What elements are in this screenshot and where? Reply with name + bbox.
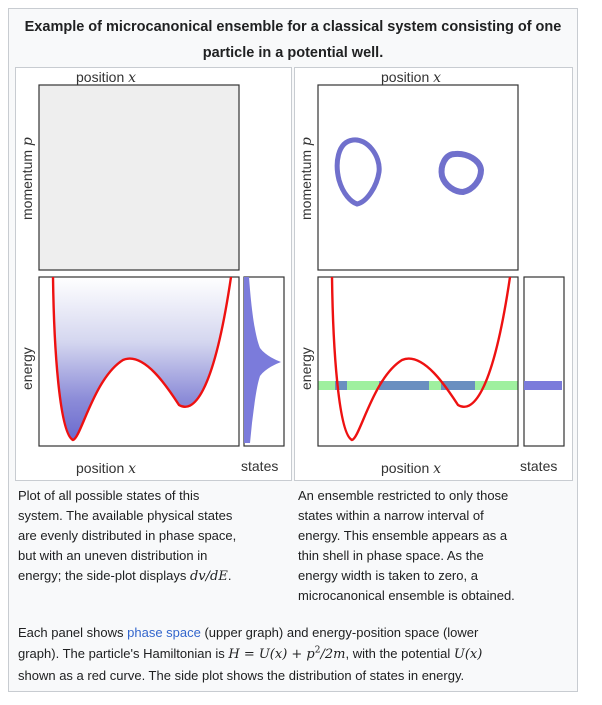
right-panel: position x momentum p energy position x … — [294, 67, 573, 481]
left-panel: position x momentum p energy position x … — [15, 67, 292, 481]
caption-left-line: Plot of all possible states of this — [18, 488, 200, 503]
caption-left-line: energy; the side-plot displays dv/dE. — [18, 568, 232, 584]
right-band-overlap-1 — [335, 381, 347, 390]
right-states-distribution — [524, 381, 562, 390]
dv-de-math: dv/dE — [189, 569, 228, 584]
right-band-overlap-2 — [379, 381, 429, 390]
footer-line-1: Each panel shows phase space (upper grap… — [18, 625, 479, 640]
figure-title: Example of microcanonical ensemble for a… — [24, 19, 562, 61]
left-states-label: states — [241, 458, 278, 474]
left-phase-space-plot — [38, 84, 240, 271]
right-phase-space-plot — [317, 84, 519, 271]
caption-left-line: system. The available physical states — [18, 508, 233, 523]
left-potential-curve — [51, 276, 233, 442]
caption-right-line: energy width is taken to zero, a — [298, 568, 478, 583]
caption-right-line: states within a narrow interval of — [298, 508, 484, 523]
left-panel-graphic: position x momentum p energy position x … — [19, 69, 285, 477]
right-top-xlabel: position x — [381, 69, 441, 86]
caption-right: An ensemble restricted to only those sta… — [298, 486, 573, 606]
right-potential-curve — [330, 276, 512, 442]
footer-line-2: graph). The particle's Hamiltonian is H … — [18, 645, 483, 662]
right-bottom-xlabel: position x — [381, 460, 441, 477]
right-energy-plot — [317, 276, 519, 447]
caption-left: Plot of all possible states of this syst… — [18, 486, 293, 587]
caption-right-line: microcanonical ensemble is obtained. — [298, 588, 515, 603]
caption-left-line: but with an uneven distribution in — [18, 548, 208, 563]
left-bottom-xlabel: position x — [76, 460, 136, 477]
right-states-plot — [523, 276, 565, 447]
left-states-distribution — [244, 277, 281, 443]
right-left-shell — [334, 137, 382, 207]
right-right-shell — [438, 150, 485, 196]
caption-left-line: are evenly distributed in phase space, — [18, 528, 237, 543]
footer-line-3: shown as a red curve. The side plot show… — [18, 668, 465, 683]
left-filled-states-region — [53, 277, 231, 440]
right-states-label: states — [520, 458, 557, 474]
right-energy-label: energy — [298, 347, 314, 390]
right-panel-graphic: position x momentum p energy position x … — [298, 69, 565, 477]
caption-right-line: thin shell in phase space. As the — [298, 548, 484, 563]
right-momentum-label: momentum p — [298, 137, 315, 220]
left-top-xlabel: position x — [76, 69, 136, 86]
phase-space-link[interactable]: phase space — [127, 625, 201, 640]
left-momentum-label: momentum p — [19, 137, 36, 220]
footer-caption: Each panel shows phase space (upper grap… — [18, 622, 578, 686]
left-energy-plot — [38, 276, 240, 447]
hamiltonian-math: H = U(x) + p2/2m — [228, 645, 346, 662]
right-band-overlap-3 — [441, 381, 475, 390]
caption-right-line: An ensemble restricted to only those — [298, 488, 509, 503]
potential-math: U(x) — [453, 647, 483, 662]
left-energy-label: energy — [19, 347, 35, 390]
caption-right-line: energy. This ensemble appears as a — [298, 528, 508, 543]
